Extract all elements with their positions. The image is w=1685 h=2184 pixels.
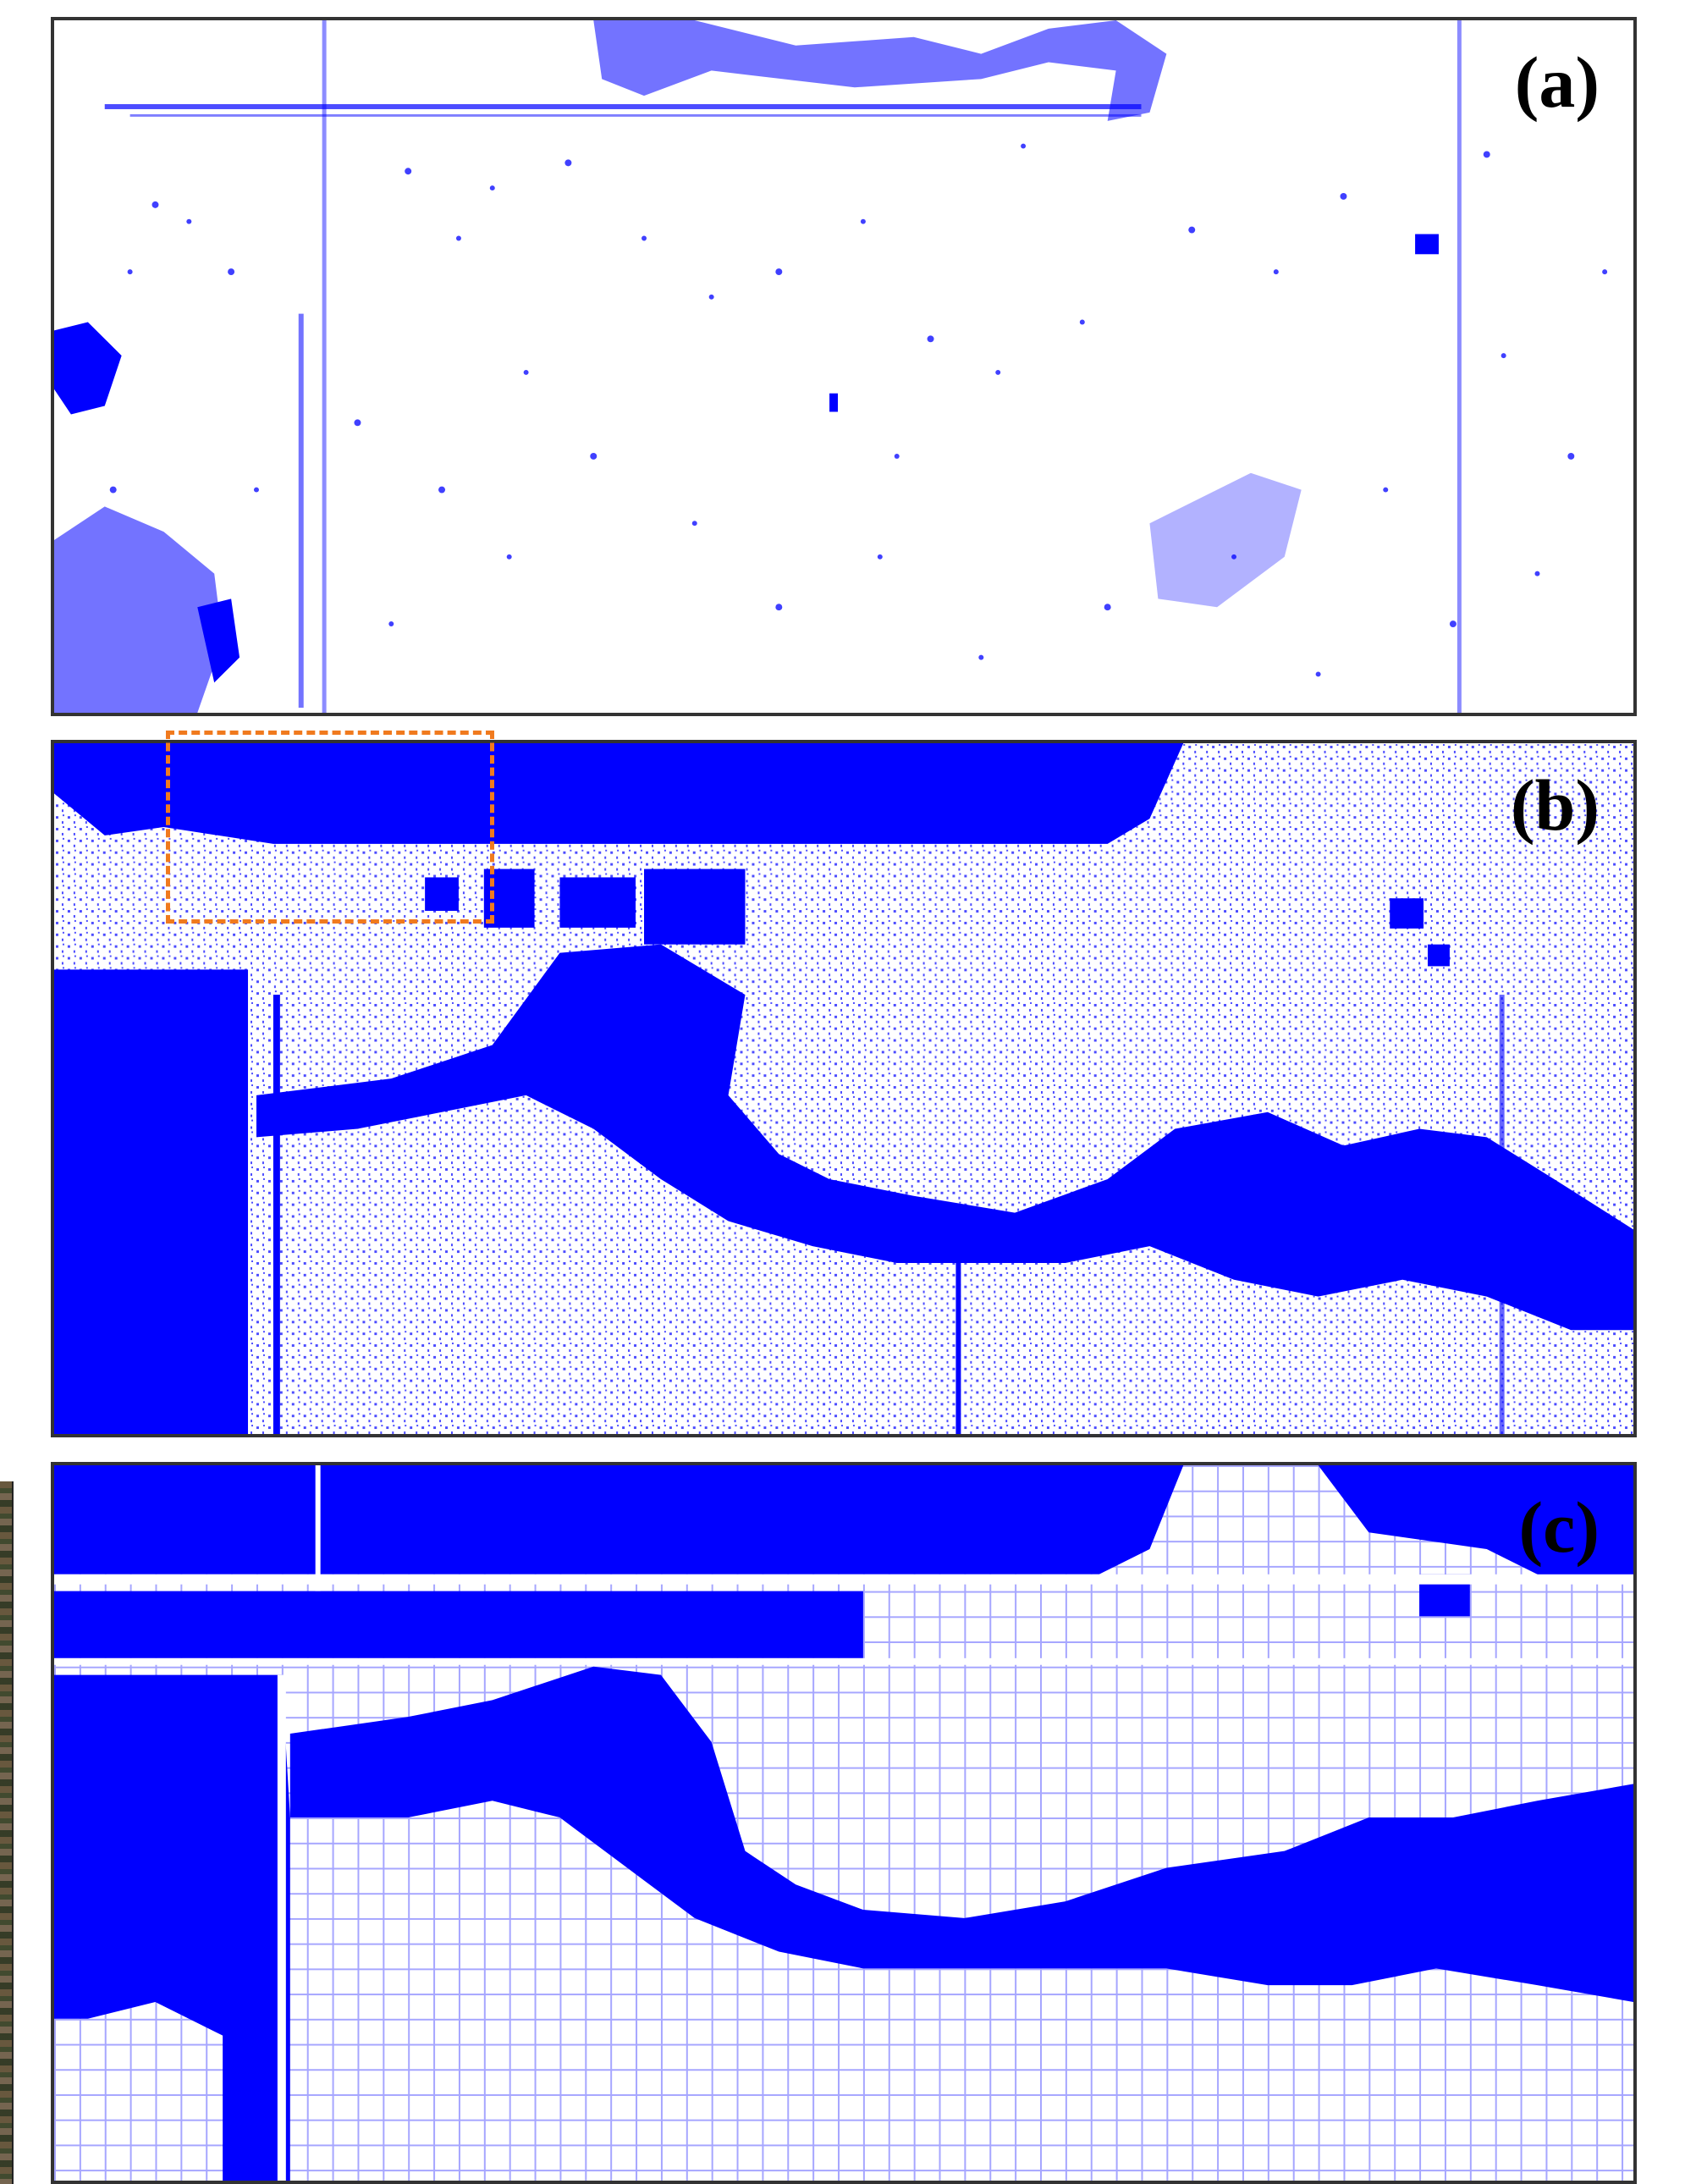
highlight-box — [166, 731, 494, 924]
adjacent-image-edge — [0, 1481, 14, 2184]
panel-c-label: (c) — [1518, 1486, 1600, 1568]
panel-b-water-map: (b) — [51, 740, 1637, 1437]
panel-c-mask — [54, 1465, 1633, 2181]
panel-c-water-map: (c) — [51, 1462, 1637, 2184]
panel-a-mask — [54, 20, 1608, 713]
panel-a-label: (a) — [1514, 41, 1600, 123]
panel-a-water-map: (a) — [51, 17, 1637, 716]
panel-b-label: (b) — [1510, 764, 1600, 846]
panel-b-mask — [54, 743, 1633, 1434]
